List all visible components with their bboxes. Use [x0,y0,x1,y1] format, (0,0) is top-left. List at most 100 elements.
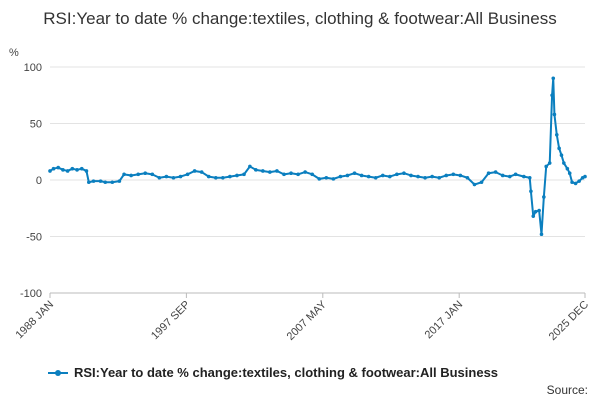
data-point[interactable] [324,175,329,180]
data-point[interactable] [84,169,89,173]
data-point[interactable] [310,172,315,177]
data-point[interactable] [493,170,498,174]
data-point[interactable] [75,168,79,172]
data-point[interactable] [143,171,148,176]
data-point[interactable] [500,173,505,178]
data-point[interactable] [228,174,232,179]
data-point[interactable] [472,182,477,187]
data-point[interactable] [206,174,211,179]
data-point[interactable] [565,166,570,171]
data-point[interactable] [583,174,587,179]
x-tick-label: 2025 DEC [547,299,591,343]
data-point[interactable] [373,175,378,180]
data-point[interactable] [547,161,552,165]
data-point[interactable] [103,180,108,185]
x-tick-label: 2007 MAY [285,298,330,343]
data-point[interactable] [559,153,564,157]
data-point[interactable] [136,172,140,177]
data-point[interactable] [192,169,197,173]
data-point[interactable] [61,168,65,172]
data-point[interactable] [268,170,272,174]
data-point[interactable] [551,76,556,81]
data-point[interactable] [79,166,84,171]
data-point[interactable] [48,169,52,173]
data-point[interactable] [87,180,91,185]
data-point[interactable] [345,173,350,178]
data-point[interactable] [388,174,392,179]
data-point[interactable] [409,173,413,178]
data-point[interactable] [213,175,218,180]
data-point[interactable] [253,168,258,172]
data-point[interactable] [91,179,96,183]
data-point[interactable] [465,175,470,180]
data-point[interactable] [317,177,322,181]
data-point[interactable] [486,171,491,176]
data-point[interactable] [98,179,103,183]
data-point[interactable] [542,195,546,199]
data-point[interactable] [110,180,115,185]
data-point[interactable] [451,172,456,177]
data-point[interactable] [552,112,557,117]
data-point[interactable] [150,172,155,177]
x-tick-label: 2017 JAN [423,299,466,342]
data-point[interactable] [544,164,548,169]
data-point[interactable] [533,209,538,214]
data-point[interactable] [402,171,406,176]
data-point[interactable] [331,177,336,181]
data-point[interactable] [338,174,343,179]
data-point[interactable] [423,175,427,180]
data-point[interactable] [527,175,532,180]
data-point[interactable] [529,189,533,194]
data-point[interactable] [129,173,133,178]
data-point[interactable] [70,166,75,171]
data-point[interactable] [531,214,536,218]
data-point[interactable] [117,179,122,183]
data-point[interactable] [513,172,518,177]
data-point[interactable] [303,170,307,174]
data-point[interactable] [235,173,239,178]
data-point[interactable] [380,173,385,178]
data-point[interactable] [577,179,581,183]
data-point[interactable] [522,174,526,179]
data-point[interactable] [359,173,364,178]
data-point[interactable] [275,169,279,173]
data-point[interactable] [157,175,162,180]
data-point[interactable] [570,180,574,185]
data-point[interactable] [164,174,169,179]
data-point[interactable] [507,174,512,179]
data-point[interactable] [221,175,225,180]
data-point[interactable] [554,133,559,137]
data-point[interactable] [430,174,434,179]
data-point[interactable] [199,170,204,174]
legend[interactable]: RSI:Year to date % change:textiles, clot… [48,365,498,380]
data-point[interactable] [557,146,561,151]
data-point[interactable] [352,171,357,176]
data-point[interactable] [395,172,399,177]
data-point[interactable] [242,172,246,177]
data-point[interactable] [550,93,554,98]
data-point[interactable] [366,174,371,179]
data-point[interactable] [171,175,176,180]
data-point[interactable] [51,166,56,171]
data-point[interactable] [444,173,449,178]
data-point[interactable] [458,173,463,178]
data-point[interactable] [122,172,126,177]
data-point[interactable] [178,174,183,179]
data-point[interactable] [437,175,441,180]
data-point[interactable] [289,171,293,176]
data-point[interactable] [282,172,286,177]
data-point[interactable] [416,174,420,179]
data-point[interactable] [567,171,572,176]
data-point[interactable] [65,169,70,173]
data-point[interactable] [248,164,252,169]
data-point[interactable] [261,169,265,173]
data-point[interactable] [296,172,300,177]
data-point[interactable] [185,172,190,177]
data-point[interactable] [539,232,544,237]
data-point[interactable] [56,165,61,170]
data-point[interactable] [479,180,484,185]
data-point[interactable] [562,161,566,165]
plot-area [48,76,587,237]
data-point[interactable] [537,208,541,213]
data-point[interactable] [573,181,578,186]
